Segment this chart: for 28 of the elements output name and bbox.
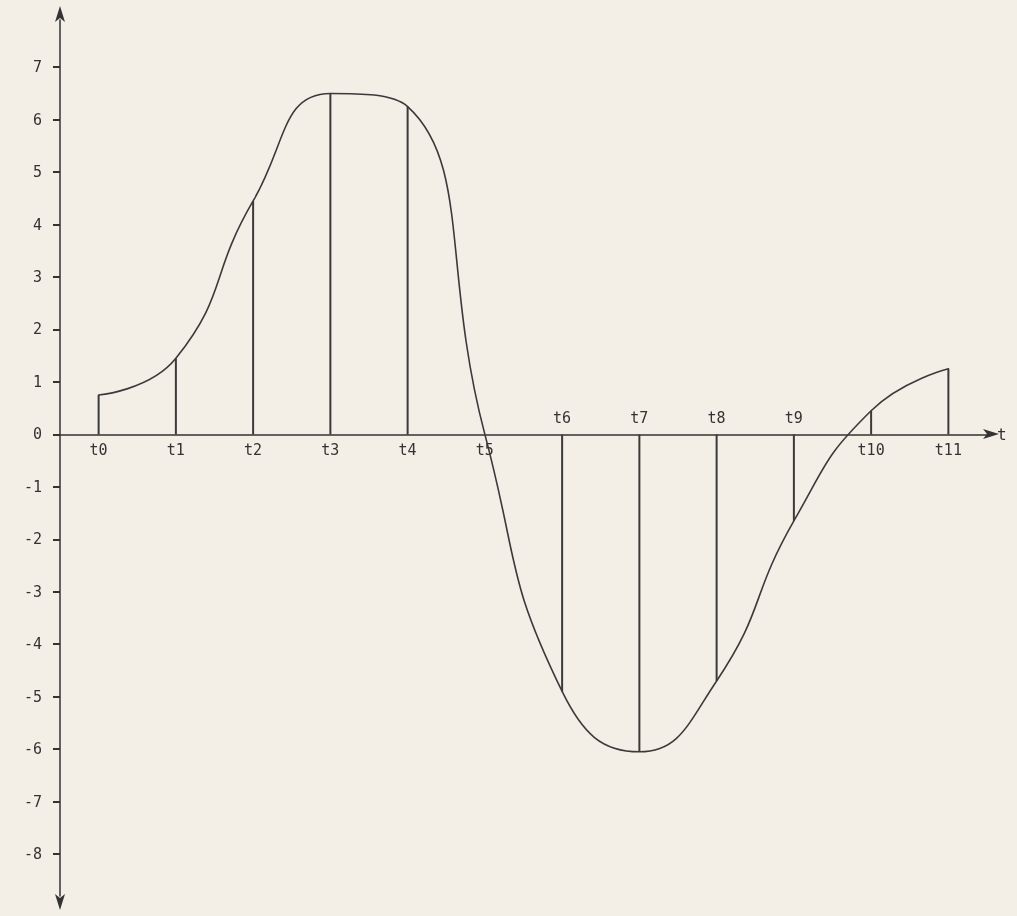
y-tick-label: -3 [23,582,42,601]
y-tick-label: -6 [23,740,42,759]
y-tick-label: 1 [32,372,42,391]
x-tick-label: t6 [553,408,572,427]
x-tick-label: t3 [321,440,340,459]
y-tick-label: -2 [23,530,42,549]
x-tick-label: t1 [166,440,185,459]
y-tick-label: -4 [23,635,42,654]
y-tick-label: 6 [32,110,42,129]
y-tick-label: -8 [23,845,42,864]
y-tick-label: 0 [32,425,42,444]
y-tick-label: 2 [32,320,42,339]
y-tick-label: 4 [32,215,42,234]
y-tick-label: -7 [23,792,42,811]
y-tick-label: 3 [32,268,42,287]
y-tick-label: 5 [32,163,42,182]
x-tick-label: t0 [89,440,108,459]
y-tick-label: -1 [23,477,42,496]
x-tick-label: t7 [630,408,649,427]
x-tick-label: t4 [398,440,417,459]
x-tick-label: t10 [857,440,885,459]
x-tick-label: t11 [934,440,962,459]
y-tick-label: -5 [23,687,42,706]
y-tick-label: 7 [32,58,42,77]
x-axis-title: t [997,424,1007,444]
x-tick-label: t2 [244,440,263,459]
x-tick-label: t8 [707,408,726,427]
x-tick-label: t9 [784,408,803,427]
